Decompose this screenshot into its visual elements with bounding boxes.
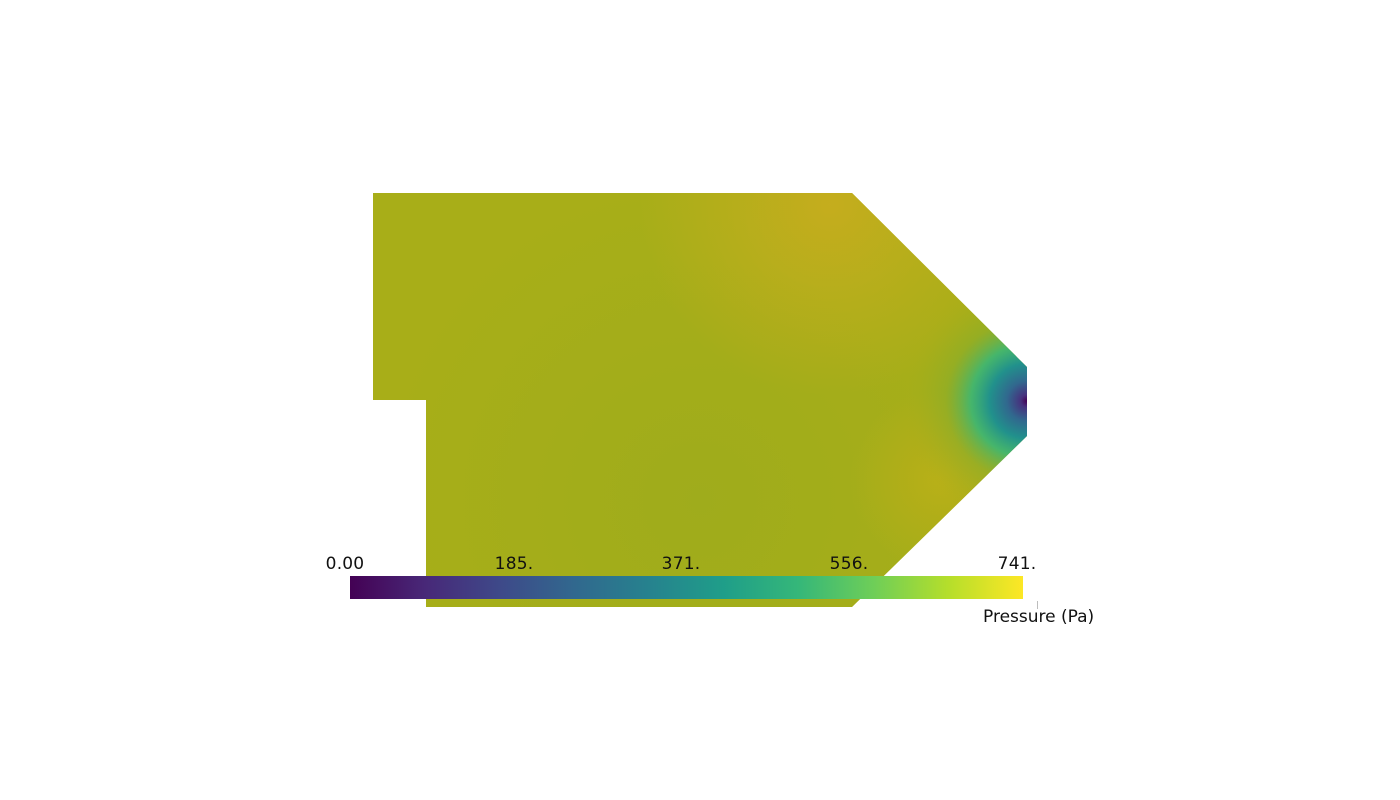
colorbar-tick-label: 371. bbox=[661, 554, 701, 574]
colorbar-tick-label: 185. bbox=[494, 554, 534, 574]
pressure-domain bbox=[373, 193, 1027, 607]
colorbar-tick-label: 741. bbox=[997, 554, 1037, 574]
colorbar-tick-label: 556. bbox=[829, 554, 869, 574]
colorbar-title-tick bbox=[1037, 601, 1038, 609]
colorbar-legend bbox=[350, 576, 1023, 599]
colorbar-tick-label: 0.00 bbox=[325, 554, 365, 574]
colorbar-title: Pressure (Pa) bbox=[983, 607, 1095, 627]
outlet-pressure-drop bbox=[373, 193, 1027, 607]
